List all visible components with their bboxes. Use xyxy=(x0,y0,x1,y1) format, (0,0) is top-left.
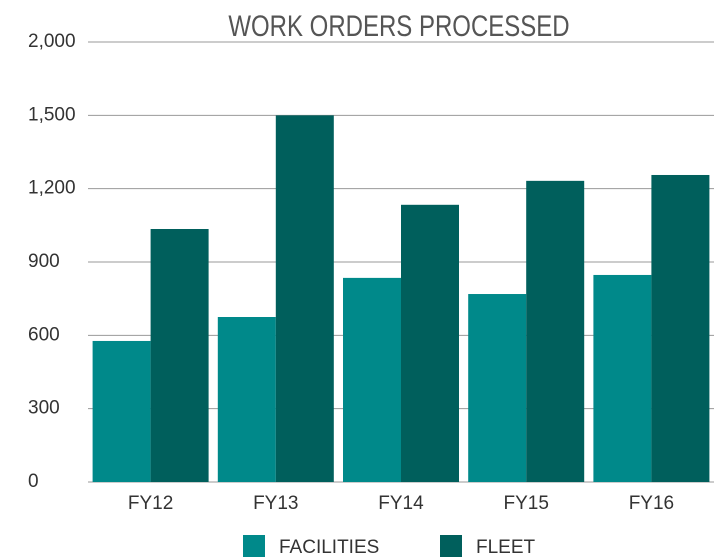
legend-swatch xyxy=(243,535,265,557)
bar xyxy=(401,204,459,483)
bar xyxy=(593,274,652,482)
bar xyxy=(217,317,276,482)
bar xyxy=(343,277,401,482)
y-tick-label: 1,200 xyxy=(28,178,76,199)
bar xyxy=(150,229,209,482)
legend-label: FACILITIES xyxy=(279,537,379,558)
y-tick-label: 300 xyxy=(28,398,60,419)
bar xyxy=(468,294,527,482)
bar xyxy=(275,115,334,482)
bar xyxy=(526,180,585,482)
y-tick-label: 900 xyxy=(28,251,60,272)
bar xyxy=(651,174,710,482)
y-tick-label: 600 xyxy=(28,324,60,345)
y-tick-label: 2,000 xyxy=(28,31,76,52)
legend-label: FLEET xyxy=(476,537,536,558)
x-tick-label: FY15 xyxy=(503,493,548,514)
bar xyxy=(92,340,151,482)
x-tick-label: FY14 xyxy=(378,493,424,514)
y-tick-label: 0 xyxy=(28,471,39,492)
legend-swatch xyxy=(440,535,462,557)
x-tick-label: FY16 xyxy=(629,493,674,514)
x-tick-label: FY12 xyxy=(128,493,173,514)
x-tick-label: FY13 xyxy=(253,493,298,514)
chart-title: WORK ORDERS PROCESSED xyxy=(228,8,569,42)
y-tick-label: 1,500 xyxy=(28,104,76,125)
